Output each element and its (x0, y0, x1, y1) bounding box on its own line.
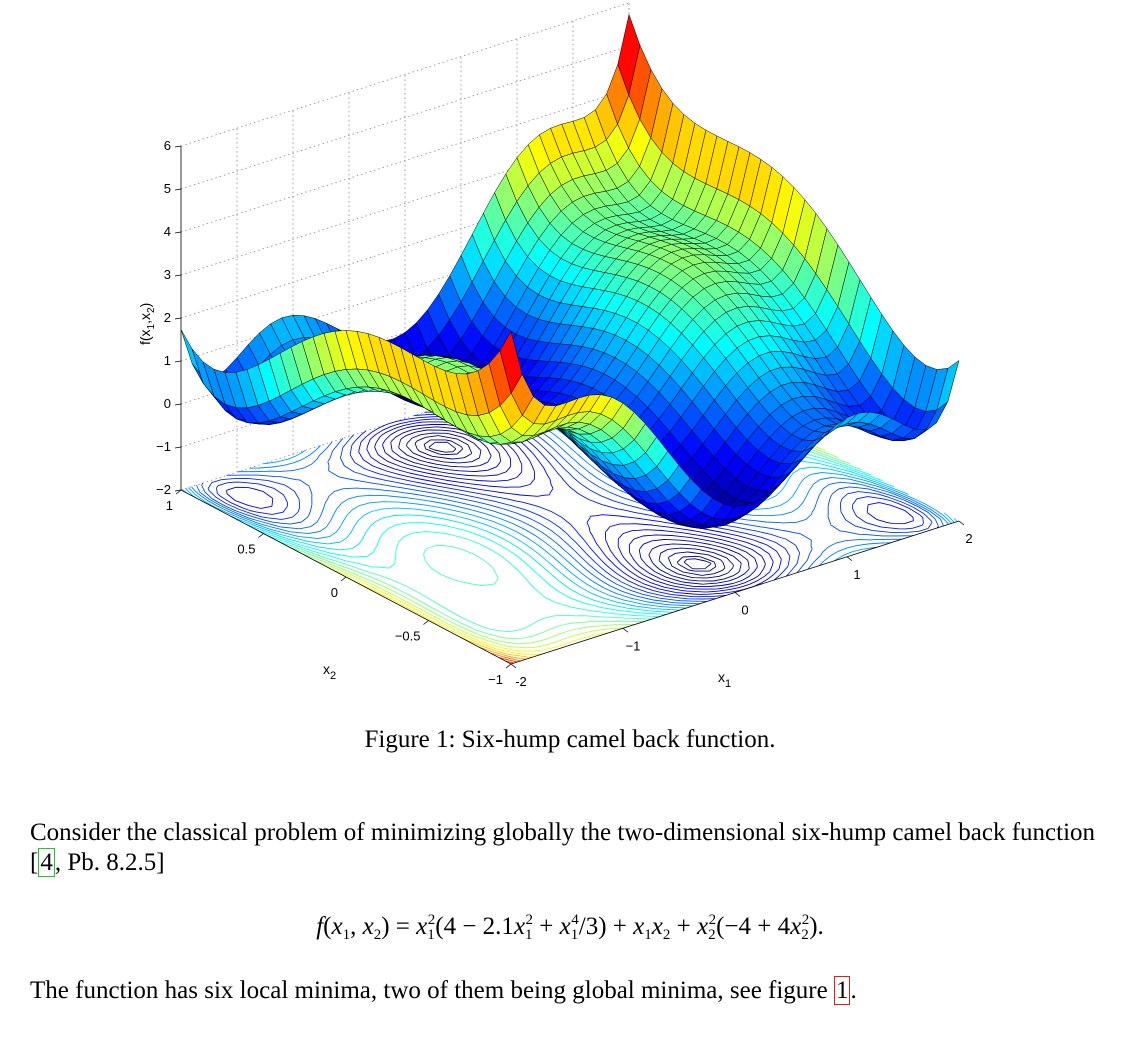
z-tick (174, 360, 182, 363)
x1-tick-label: −1 (626, 638, 641, 653)
x1-axis-label: x1 (718, 669, 731, 690)
x2-tick-label: −1 (488, 672, 503, 687)
z-tick-label: −2 (156, 482, 171, 497)
z-tick-label: 1 (164, 353, 171, 368)
grid-line-z (180, 45, 630, 190)
surface-plot: −2 −1 0 1 2 3 4 5 6 −1 −0.5 0 0.5 1 -2 −1 0 1 2 x1 x2 f(x1… (137, 2, 973, 690)
contour-line (207, 411, 933, 600)
x1-tick (958, 520, 965, 526)
z-tick (174, 188, 182, 191)
x1-tick-label: 0 (741, 603, 748, 618)
z-tick (174, 145, 182, 148)
x2-tick (258, 533, 264, 538)
x1-tick-label: -2 (515, 674, 527, 689)
intro-paragraph: Consider the classical problem of minimi… (30, 818, 1115, 878)
figure-caption: Figure 1: Six-hump camel back function. (364, 726, 776, 753)
x2-tick-label: −0.5 (395, 629, 421, 644)
z-tick-label: 3 (164, 267, 171, 282)
z-tick (174, 446, 182, 449)
z-tick-label: 4 (164, 224, 171, 239)
x2-tick (423, 620, 429, 625)
x2-tick-label: 1 (166, 498, 173, 513)
x1-tick (510, 663, 517, 669)
contour-line (374, 421, 766, 590)
z-tick (174, 231, 182, 234)
contour-line (423, 439, 717, 572)
x1-tick (846, 556, 853, 562)
x1-tick-label: 2 (965, 531, 972, 546)
z-tick-label: 6 (164, 138, 171, 153)
x2-tick (340, 576, 347, 582)
x2-tick (175, 489, 182, 495)
surface-patch (936, 359, 960, 411)
contour-line (406, 432, 734, 579)
z-tick (174, 489, 182, 492)
axis-labels: x1 x2 f(x1,x2) (137, 303, 731, 690)
function-equation: f(x1, x2) = x12(4 − 2.1x12 + x14/3) + x1… (316, 912, 824, 943)
x2-tick-label: 0 (331, 585, 338, 600)
intro-text-part2: , Pb. 8.2.5] (54, 849, 165, 876)
x1-axis-line (510, 520, 960, 665)
z-tick-label: −1 (156, 439, 171, 454)
z-tick-label: 5 (164, 181, 171, 196)
surface-plot-figure: −2 −1 0 1 2 3 4 5 6 −1 −0.5 0 0.5 1 -2 −1 0 1 2 x1 x2 f(x1… (137, 2, 973, 690)
z-tick (174, 274, 182, 277)
z-axis-label: f(x1,x2) (137, 303, 157, 345)
grid-line-z (180, 2, 630, 147)
z-tick-label: 2 (164, 310, 171, 325)
contour-line (382, 423, 758, 588)
axis-ticks: −2 −1 0 1 2 3 4 5 6 −1 −0.5 0 0.5 1 -2 −1 0 1 2 (156, 138, 972, 689)
contour-line (195, 406, 945, 605)
intro-text-part1: Consider the classical problem of minimi… (30, 819, 1096, 876)
minima-text-end: . (850, 977, 857, 1004)
contour-line (366, 418, 774, 593)
x2-tick (505, 663, 512, 669)
figure-link[interactable]: 1 (833, 976, 851, 1005)
x2-axis-label: x2 (323, 661, 336, 682)
contour-line (414, 435, 726, 576)
surface-mesh (180, 13, 960, 529)
contour-line (428, 441, 712, 570)
z-tick (174, 317, 182, 320)
x2-axis-line (180, 489, 512, 665)
x1-tick (734, 592, 741, 597)
z-tick (174, 403, 182, 406)
minima-text: The function has six local minima, two o… (30, 977, 834, 1004)
contour-line (226, 416, 914, 595)
x2-tick-label: 0.5 (237, 542, 255, 557)
citation-link[interactable]: 4 (38, 848, 55, 877)
contour-line (398, 429, 742, 582)
minima-paragraph: The function has six local minima, two o… (30, 976, 1115, 1006)
x1-tick (622, 627, 629, 633)
x1-tick-label: 1 (853, 567, 860, 582)
z-tick-label: 0 (164, 396, 171, 411)
